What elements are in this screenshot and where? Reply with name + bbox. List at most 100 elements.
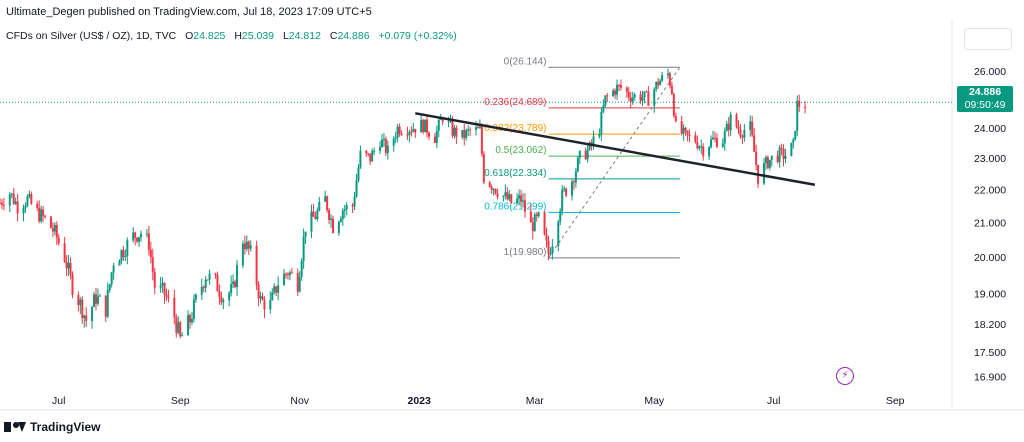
candle-body <box>741 136 744 138</box>
candle-body <box>592 136 595 145</box>
candle-body <box>559 210 562 222</box>
candle-body <box>604 95 607 106</box>
x-tick-label: 2023 <box>408 395 432 407</box>
candle-body <box>208 273 211 280</box>
candle-body <box>520 195 523 202</box>
candle-body <box>104 295 107 317</box>
candle-body <box>570 181 573 196</box>
candle-body <box>330 218 333 220</box>
candle-body <box>547 240 550 255</box>
candle-body <box>22 208 25 214</box>
open-key: O <box>185 30 194 42</box>
candle-body <box>173 297 176 318</box>
candle-body <box>561 189 564 211</box>
fib-level-label: 1(19.980) <box>504 247 547 258</box>
candle-body <box>94 294 97 304</box>
candle-body <box>40 209 43 222</box>
candle-body <box>784 156 787 159</box>
candle-body <box>286 274 289 276</box>
candle-body <box>218 291 221 297</box>
candle-body <box>598 133 601 137</box>
candle-body <box>81 299 84 319</box>
candle-body <box>93 294 96 307</box>
candle-body <box>69 263 72 275</box>
candle-body <box>727 123 730 131</box>
candle-body <box>578 150 581 158</box>
candle-body <box>194 294 197 300</box>
candle-body <box>85 315 88 321</box>
candle-body <box>647 91 650 106</box>
candle-body <box>373 150 376 152</box>
low-value: 24.812 <box>288 30 321 42</box>
candle-body <box>441 118 444 122</box>
candle-body <box>247 241 250 249</box>
candle-body <box>355 180 358 197</box>
candle-body <box>504 192 507 196</box>
y-tick-label: 16.900 <box>974 372 1006 384</box>
candle-body <box>533 214 536 232</box>
candle-body <box>576 157 579 172</box>
candle-body <box>531 222 534 232</box>
fib-level-label: 0.236(24.689) <box>484 97 546 108</box>
candle-body <box>619 85 622 88</box>
candle-body <box>42 209 45 216</box>
candle-body <box>602 105 605 112</box>
y-tick-label: 17.500 <box>974 347 1006 359</box>
candle-body <box>8 194 11 206</box>
candle-body <box>796 100 799 131</box>
candle-body <box>179 322 182 337</box>
candle-body <box>243 243 246 250</box>
lightning-icon[interactable]: ⚡ <box>836 367 854 385</box>
candle-body <box>453 127 456 136</box>
candle-body <box>206 279 209 281</box>
candle-body <box>743 130 746 138</box>
candle-body <box>159 285 162 288</box>
candle-body <box>149 249 152 258</box>
candle-body <box>629 97 632 102</box>
symbol-title[interactable]: CFDs on Silver (US$ / OZ), 1D, TVC <box>6 30 177 42</box>
candle-body <box>600 111 603 134</box>
candle-body <box>379 147 382 151</box>
candle-body <box>684 127 687 131</box>
candle-body <box>392 138 395 146</box>
candle-body <box>326 196 329 211</box>
y-tick-label: 18.200 <box>974 319 1006 331</box>
candle-body <box>408 131 411 136</box>
candle-body <box>12 193 15 204</box>
candle-body <box>140 233 143 238</box>
x-tick-label: Sep <box>171 395 190 407</box>
candle-body <box>708 147 711 157</box>
candle-body <box>729 114 732 131</box>
candle-body <box>396 126 399 138</box>
fib-level-label: 0.618(22.334) <box>484 168 546 179</box>
candle-body <box>680 121 683 134</box>
candle-body <box>165 294 168 297</box>
candle-body <box>490 186 493 190</box>
candle-body <box>51 228 54 232</box>
candle-body <box>792 139 795 143</box>
published-by-text: Ultimate_Degen published on TradingView.… <box>6 6 372 18</box>
candle-body <box>134 232 137 238</box>
y-tick-label: 23.000 <box>974 153 1006 165</box>
x-tick-label: Mar <box>526 395 545 407</box>
candle-body <box>506 192 509 200</box>
candle-body <box>241 243 244 266</box>
candle-body <box>245 241 248 250</box>
candle-body <box>426 119 429 133</box>
candle-body <box>36 203 39 208</box>
candle-body <box>496 193 499 197</box>
candle-body <box>55 225 58 238</box>
candle-body <box>181 335 184 337</box>
x-tick-label: Jul <box>767 395 780 407</box>
chart-menu-button[interactable] <box>964 28 1012 50</box>
brand-name: TradingView <box>30 420 101 434</box>
x-tick-label: Jul <box>52 395 65 407</box>
candle-body <box>465 129 468 139</box>
candle-body <box>461 130 464 137</box>
candle-body <box>449 121 452 123</box>
candle-body <box>136 237 139 242</box>
candle-body <box>300 260 303 277</box>
candle-body <box>476 127 479 129</box>
candle-body <box>482 153 485 183</box>
